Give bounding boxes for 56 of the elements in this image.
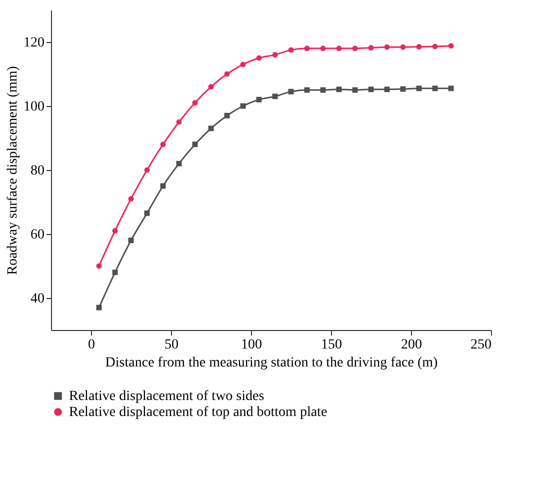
point [128, 196, 134, 202]
point [320, 46, 326, 52]
point [176, 119, 182, 125]
point [448, 43, 454, 49]
y-axis-title: Roadway surface displacement (mm) [6, 66, 20, 275]
point [272, 52, 278, 58]
point [192, 142, 198, 148]
y-tick-label: 60 [30, 228, 44, 242]
point [112, 228, 118, 234]
legend-label: Relative displacement of top and bottom plate [69, 405, 328, 420]
x-tick-label: 200 [401, 338, 422, 352]
point [416, 44, 422, 50]
point [208, 84, 214, 90]
point [128, 238, 134, 244]
point [368, 45, 374, 50]
point [336, 46, 342, 52]
y-tick-label: 120 [24, 36, 44, 50]
x-tick-label: 250 [470, 338, 492, 352]
point [256, 55, 262, 61]
y-tick-label: 40 [30, 292, 44, 306]
point [448, 86, 454, 92]
point [208, 126, 214, 132]
point [112, 270, 118, 276]
x-tick-label: 100 [241, 338, 262, 352]
point [432, 44, 438, 50]
point [96, 263, 102, 269]
point [144, 167, 150, 173]
point [224, 112, 230, 118]
x-tick-label: 50 [164, 338, 178, 352]
point [400, 86, 406, 92]
point [160, 142, 166, 148]
point [240, 62, 246, 68]
y-tick-label: 80 [30, 164, 44, 178]
x-axis-title: Distance from the measuring station to the driving face (m) [105, 356, 438, 370]
point [368, 86, 374, 92]
point [384, 86, 390, 92]
point [144, 210, 150, 216]
x-tick-label: 150 [321, 338, 342, 352]
point [96, 304, 102, 310]
x-tick-label: 0 [88, 338, 95, 352]
point [304, 46, 310, 52]
point [384, 44, 390, 50]
point [176, 160, 182, 166]
point [336, 86, 342, 92]
point [352, 46, 358, 52]
legend-label: Relative displacement of two sides [69, 389, 264, 404]
point [416, 86, 422, 92]
point [288, 47, 294, 53]
point [256, 96, 262, 102]
y-tick-label: 100 [24, 100, 44, 114]
point [192, 100, 198, 106]
point [288, 88, 294, 94]
point [432, 86, 438, 92]
point [272, 94, 278, 100]
point [224, 71, 230, 77]
point [400, 44, 406, 50]
